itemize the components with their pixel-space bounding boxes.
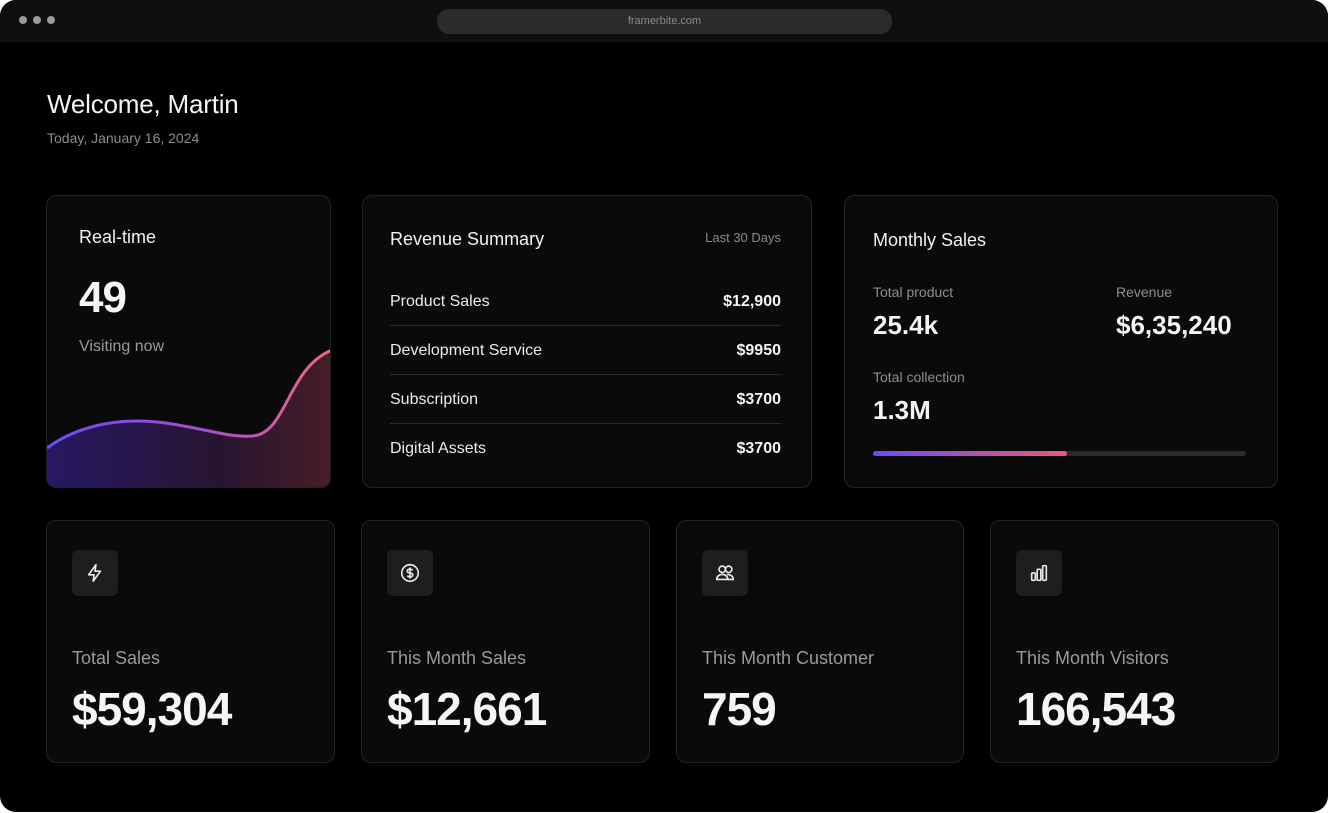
total-collection-value: 1.3M bbox=[873, 395, 931, 425]
revenue-row-label: Digital Assets bbox=[390, 440, 487, 457]
revenue-row-label: Development Service bbox=[390, 342, 543, 359]
total-collection-label: Total collection bbox=[873, 369, 965, 385]
monthly-sales-card: Monthly Sales Total product 25.4k Revenu… bbox=[844, 195, 1278, 488]
revenue-row: Subscription $3700 bbox=[390, 375, 781, 424]
revenue-row-label: Product Sales bbox=[390, 293, 490, 310]
realtime-subtitle: Visiting now bbox=[79, 338, 165, 355]
stat-value: 166,543 bbox=[1016, 683, 1176, 735]
collection-progress-bar bbox=[873, 451, 1246, 456]
revenue-row-label: Subscription bbox=[390, 391, 479, 408]
revenue-row-value: $12,900 bbox=[723, 293, 781, 310]
browser-titlebar: framerbite.com bbox=[0, 0, 1328, 42]
realtime-wave-chart bbox=[47, 349, 330, 487]
users-icon bbox=[702, 550, 748, 596]
stat-label: This Month Visitors bbox=[1016, 648, 1169, 668]
revenue-row: Product Sales $12,900 bbox=[390, 277, 781, 326]
stat-card-month-customer: This Month Customer 759 bbox=[676, 520, 964, 763]
stat-label: Total Sales bbox=[72, 648, 161, 668]
stat-card-total-sales: Total Sales $59,304 bbox=[46, 520, 335, 763]
bolt-icon bbox=[72, 550, 118, 596]
revenue-row: Digital Assets $3700 bbox=[390, 424, 781, 473]
page-title: Welcome, Martin bbox=[47, 89, 239, 119]
revenue-row-value: $3700 bbox=[736, 440, 782, 457]
realtime-card: Real-time 49 Visiting now bbox=[46, 195, 331, 488]
stat-card-month-visitors: This Month Visitors 166,543 bbox=[990, 520, 1279, 763]
revenue-row-value: $3700 bbox=[736, 391, 782, 408]
revenue-value: $6,35,240 bbox=[1116, 310, 1232, 340]
wave-line bbox=[47, 349, 330, 450]
window-control-dot[interactable] bbox=[33, 16, 41, 24]
page-date: Today, January 16, 2024 bbox=[47, 130, 200, 146]
stat-value: 759 bbox=[702, 683, 777, 735]
window-control-dot[interactable] bbox=[19, 16, 27, 24]
dollar-coin-icon bbox=[387, 550, 433, 596]
stat-value: $12,661 bbox=[387, 683, 547, 735]
bar-chart-icon bbox=[1016, 550, 1062, 596]
total-product-label: Total product bbox=[873, 284, 954, 300]
stat-label: This Month Sales bbox=[387, 648, 527, 668]
stat-card-month-sales: This Month Sales $12,661 bbox=[361, 520, 650, 763]
address-bar[interactable]: framerbite.com bbox=[437, 9, 892, 34]
revenue-period[interactable]: Last 30 Days bbox=[705, 230, 781, 245]
wave-area bbox=[47, 351, 330, 487]
stat-value: $59,304 bbox=[72, 683, 232, 735]
collection-progress-fill bbox=[873, 451, 1067, 456]
revenue-row-value: $9950 bbox=[736, 342, 782, 359]
revenue-row: Development Service $9950 bbox=[390, 326, 781, 375]
realtime-title: Real-time bbox=[79, 227, 157, 247]
revenue-summary-title: Revenue Summary bbox=[390, 229, 545, 249]
window-control-dot[interactable] bbox=[47, 16, 55, 24]
monthly-sales-title: Monthly Sales bbox=[873, 230, 987, 250]
stat-label: This Month Customer bbox=[702, 648, 875, 668]
revenue-label: Revenue bbox=[1116, 284, 1173, 300]
revenue-summary-card: Revenue Summary Last 30 Days Product Sal… bbox=[362, 195, 812, 488]
total-product-value: 25.4k bbox=[873, 310, 939, 340]
realtime-value: 49 bbox=[79, 273, 127, 322]
